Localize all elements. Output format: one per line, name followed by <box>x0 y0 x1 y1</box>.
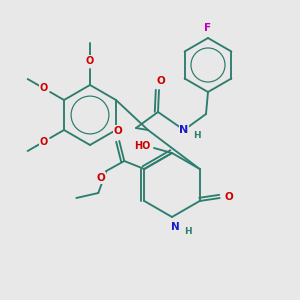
Text: H: H <box>193 131 201 140</box>
Text: O: O <box>39 137 47 147</box>
Text: N: N <box>179 125 189 135</box>
Text: N: N <box>171 222 179 232</box>
Text: O: O <box>39 83 47 93</box>
Text: O: O <box>157 76 165 86</box>
Text: H: H <box>184 227 192 236</box>
Text: F: F <box>204 23 211 33</box>
Text: O: O <box>224 192 233 202</box>
Text: O: O <box>86 56 94 66</box>
Text: O: O <box>114 126 123 136</box>
Text: O: O <box>97 173 106 183</box>
Text: HO: HO <box>134 141 150 151</box>
